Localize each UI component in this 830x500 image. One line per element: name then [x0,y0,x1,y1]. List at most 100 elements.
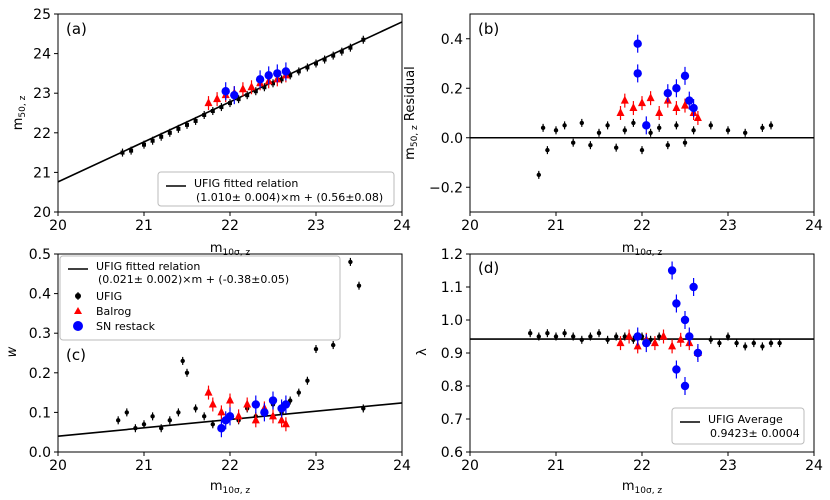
data-point-ufig [184,370,190,375]
data-point-ufig [553,334,559,339]
data-point-ufig [296,390,301,395]
data-point-balrog [277,415,286,424]
data-point-balrog [251,415,260,424]
data-point-balrog [217,407,226,416]
data-point-sn [685,332,694,341]
data-point-ufig [348,259,353,265]
data-point-ufig [777,340,782,346]
data-point-ufig [305,65,310,70]
data-point-ufig [768,340,774,346]
data-point-ufig [596,331,602,336]
data-point-ufig [159,134,164,139]
data-point-ufig [596,130,602,135]
data-point-ufig [210,109,215,114]
data-point-balrog [616,108,625,116]
data-point-sn [633,39,642,48]
panel-a-legend: UFIG fitted relation (1.010± 0.004)×m + … [157,171,395,207]
y-tick-label: 0.4 [441,32,463,48]
panel-d-legend: UFIG Average 0.9423± 0.0004 [671,407,805,445]
data-point-balrog [204,98,213,107]
y-tick-label: 1.1 [441,280,463,296]
data-point-ufig [314,61,318,66]
data-point-balrog [238,84,247,93]
y-tick-label: 25 [33,7,51,23]
data-point-balrog [247,82,256,91]
panel-c-legend-title: UFIG fitted relation [96,260,200,273]
x-tick-label: 21 [547,458,565,474]
data-point-ufig [528,331,533,336]
data-point-ufig [271,81,275,86]
data-point-ufig [734,340,739,346]
data-point-ufig [665,142,670,148]
data-point-balrog [638,98,646,107]
data-point-ufig [743,130,748,135]
panel-a-legend-formula: (1.010± 0.004)×m + (0.56±0.08) [196,191,383,204]
data-point-ufig [253,89,258,94]
y-tick-label: 0.3 [29,326,51,342]
data-point-ufig [279,77,284,82]
x-tick-label: 20 [461,218,479,234]
data-point-ufig [540,125,546,131]
y-tick-label: 0.6 [441,445,463,461]
data-point-ufig [176,410,181,415]
data-point-ufig [751,340,756,346]
data-point-ufig [180,358,185,364]
panel-c-legend-sn: SN restack [96,320,156,333]
data-point-ufig [579,337,584,342]
y-tick-label: 0.5 [29,247,51,263]
y-tick-label: 1.2 [441,247,463,263]
panel-c: 20 21 22 23 240.00.10.20.30.40.5 (c) w m10σ,… [5,247,411,496]
panel-a-marks [57,21,403,183]
data-point-sn [268,396,278,405]
panel-d-ticks: 20 21 22 23 24 0.6 0.7 0.8 0.9 1.0 1.1 1.2 [441,247,823,474]
panel-c-tag: (c) [66,346,86,364]
legend-sn-marker [73,321,83,331]
data-point-balrog [668,341,677,350]
data-point-sn [680,315,690,325]
data-point-balrog [204,387,213,396]
data-point-ufig [725,128,731,133]
y-tick-label: 0.2 [441,81,463,97]
x-tick-label: 23 [719,218,737,234]
data-point-ufig [614,145,619,150]
data-point-ufig [150,414,155,419]
y-tick-label: 1.0 [441,313,463,329]
data-point-sn [680,381,690,391]
x-tick-label: 22 [221,218,239,234]
data-point-sn [255,75,265,84]
x-tick-label: 24 [393,218,411,234]
data-point-sn [672,365,681,374]
data-point-ufig [361,406,366,411]
panel-c-legend-ufig: UFIG [96,290,122,303]
data-point-balrog [234,411,243,420]
data-point-ufig [760,125,765,131]
data-point-ufig [579,120,584,126]
data-point-ufig [571,140,576,145]
panel-b-ticks: 20 21 22 23 24 −0.2 0.0 0.2 0.4 [429,32,823,234]
panel-c-marks [57,257,403,438]
data-point-sn [663,89,672,98]
data-point-balrog [625,331,634,340]
x-tick-label: 24 [805,218,823,234]
data-point-balrog [208,399,217,408]
data-point-ufig [262,85,267,90]
data-point-ufig [331,53,336,58]
data-point-ufig [228,101,232,106]
data-point-sn [642,121,651,130]
data-point-balrog [226,395,234,404]
data-point-sn [633,332,642,341]
panel-d-tag: (d) [478,259,499,277]
data-point-ufig [313,346,319,352]
panel-c-ticks: 20 21 22 23 24 0.0 0.1 0.2 0.3 0.4 0.5 [29,247,411,474]
data-point-ufig [193,406,198,411]
data-point-ufig [708,337,713,342]
data-point-balrog [672,103,681,112]
y-tick-label: −0.2 [429,180,463,196]
data-point-ufig [124,410,129,415]
data-point-ufig [725,334,731,339]
data-point-ufig [356,283,362,288]
data-point-sn [251,400,260,409]
data-point-balrog [681,100,689,109]
